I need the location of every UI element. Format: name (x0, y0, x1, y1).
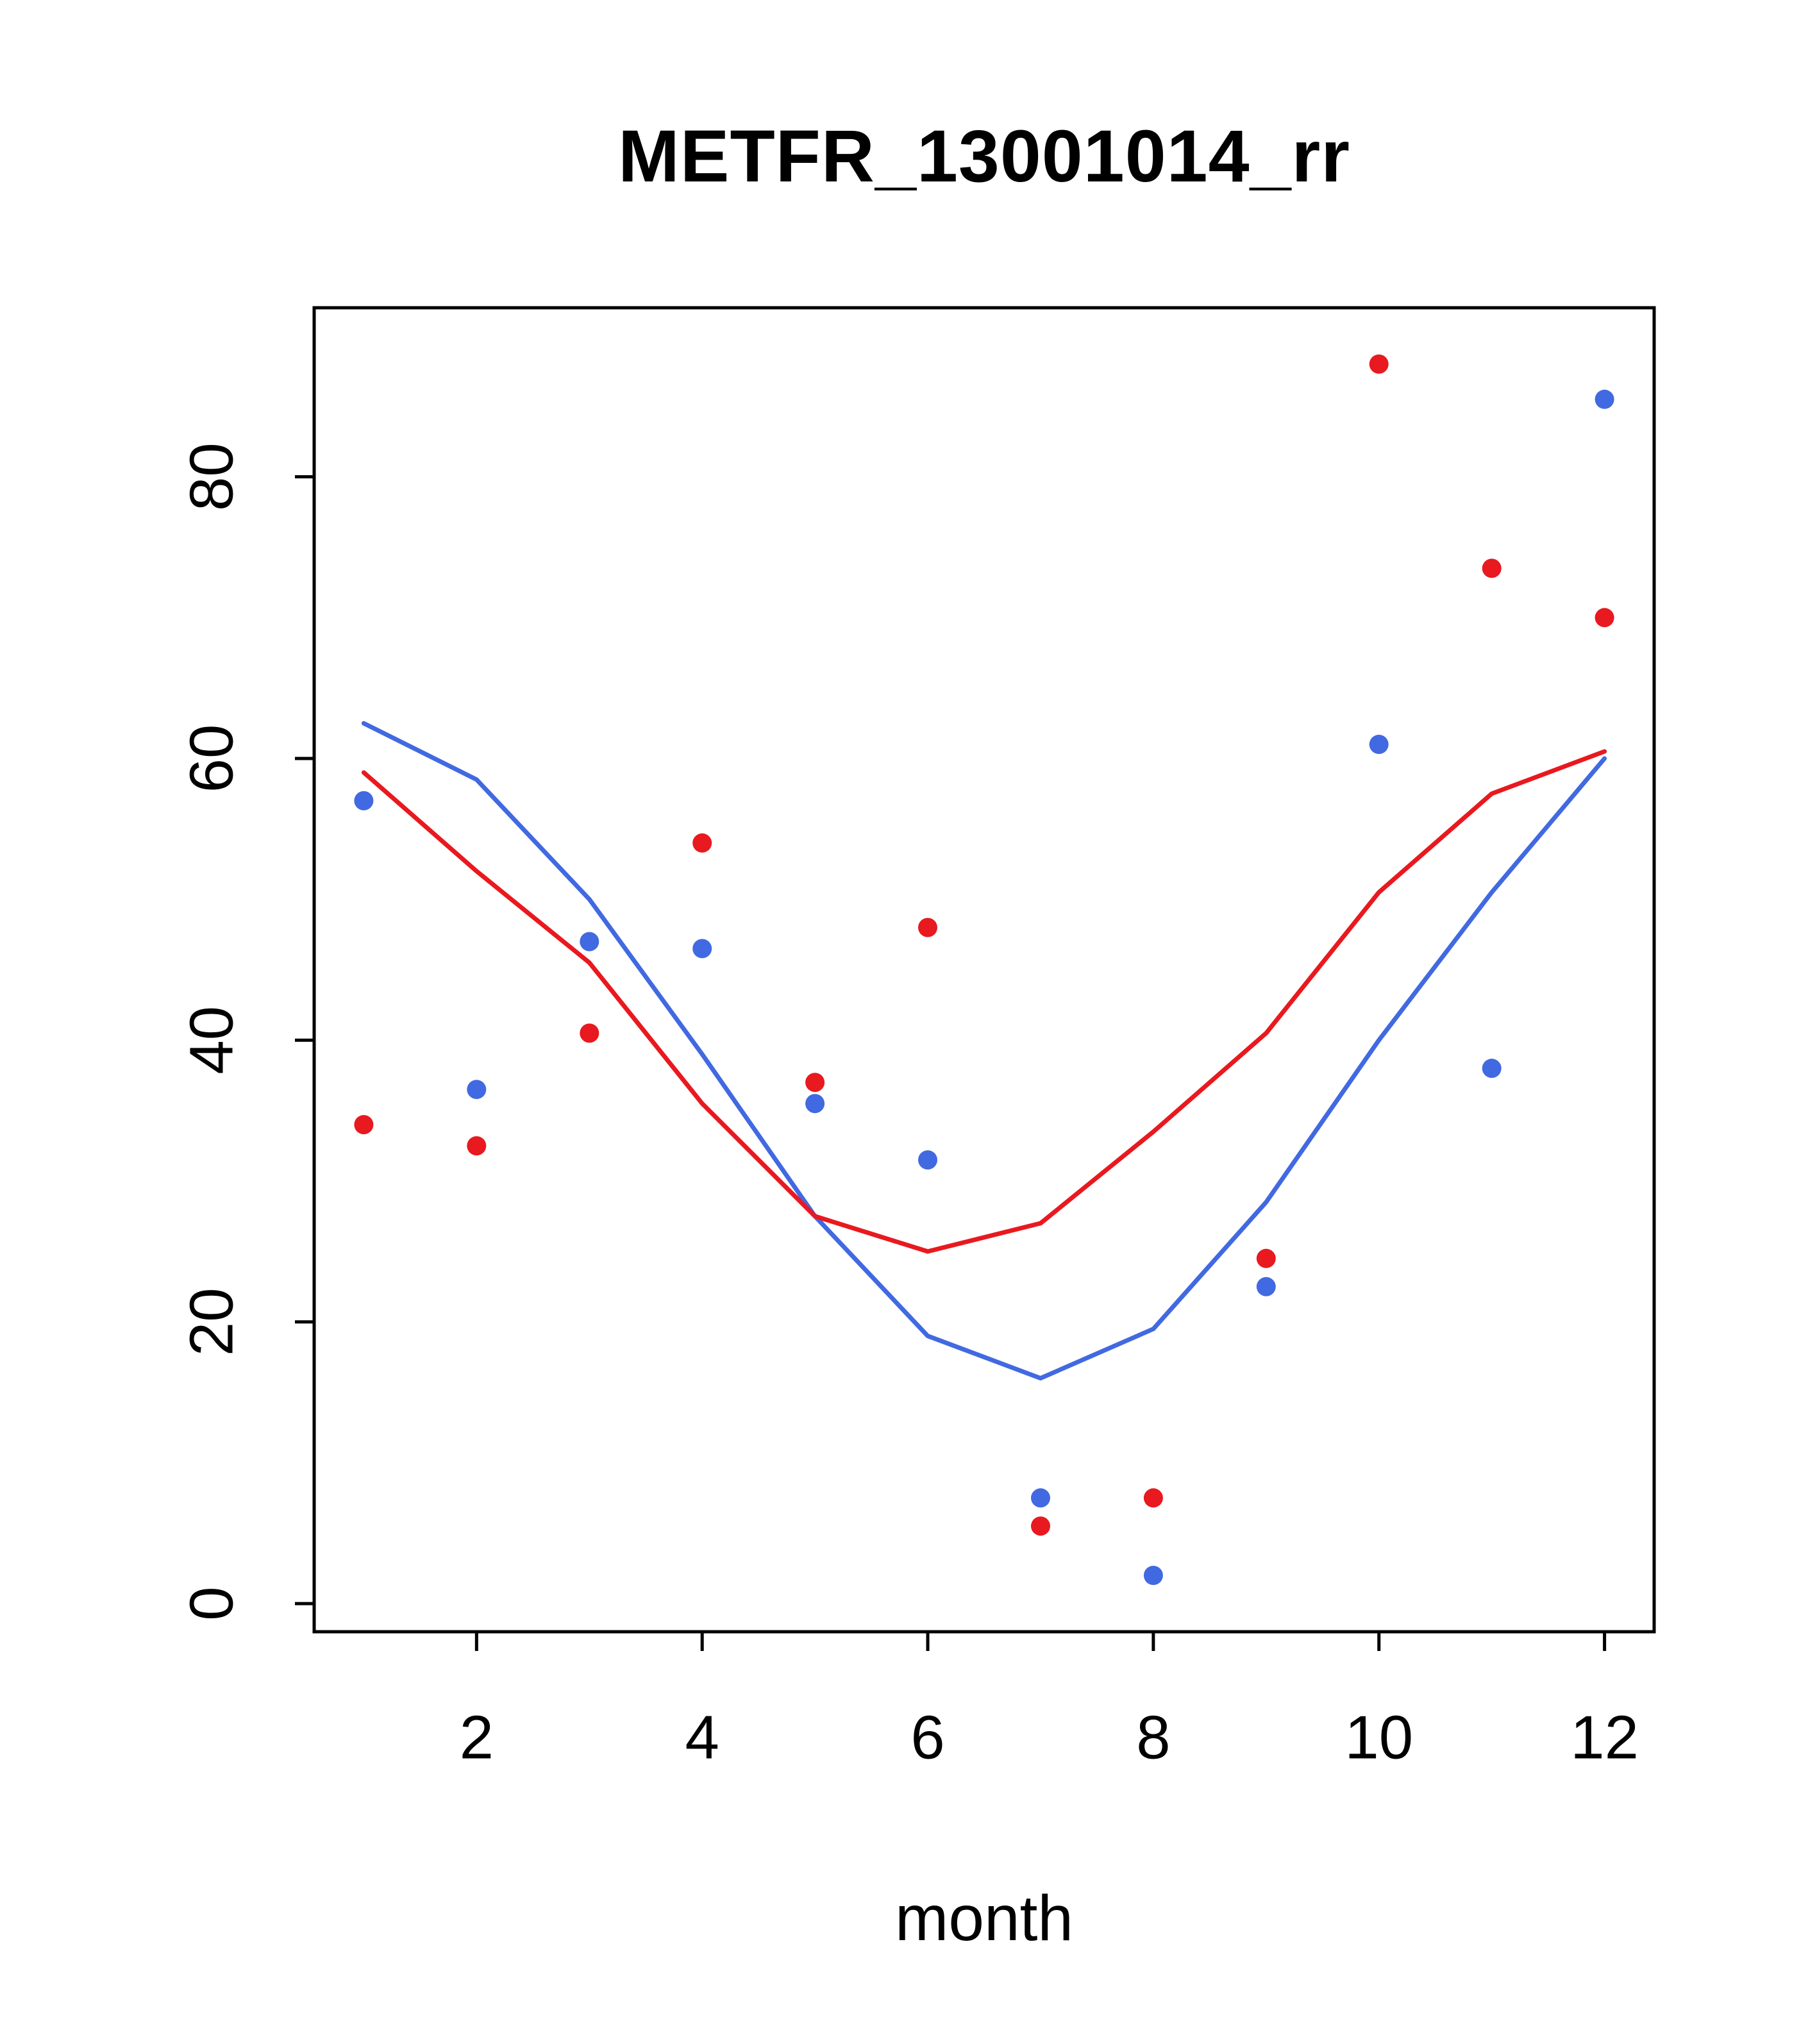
y-tick-label: 60 (178, 725, 246, 793)
red-points-marker (580, 1023, 599, 1043)
plot-box (312, 306, 1656, 1634)
x-tick-label: 4 (685, 1704, 719, 1772)
y-tick-label: 80 (178, 442, 246, 511)
x-tick-label: 12 (1570, 1704, 1639, 1772)
blue-line (361, 721, 1607, 1381)
red-points-marker (1369, 354, 1389, 374)
red-points-marker (918, 917, 937, 937)
red-line (361, 749, 1607, 1254)
red-points-marker (1143, 1488, 1163, 1508)
blue-points-marker (354, 791, 374, 810)
x-tick-label: 8 (1136, 1704, 1170, 1772)
blue-points-marker (692, 939, 712, 959)
blue-points-marker (1595, 389, 1614, 409)
x-tick-label: 2 (460, 1704, 494, 1772)
red-points-marker (692, 833, 712, 853)
red-points-marker (805, 1073, 825, 1093)
blue-points-marker (580, 932, 599, 951)
x-axis-title: month (895, 1882, 1073, 1954)
chart-title: METFR_13001014_rr (617, 115, 1351, 197)
red-points-marker (1482, 558, 1502, 578)
red-points-marker (1595, 608, 1614, 628)
red-points-marker (1256, 1248, 1276, 1268)
blue-points-marker (918, 1150, 937, 1170)
blue-points-marker (805, 1094, 825, 1114)
y-tick-label: 40 (178, 1006, 246, 1075)
blue-points-marker (467, 1080, 487, 1100)
blue-points-marker (1143, 1566, 1163, 1586)
blue-points-marker (1482, 1059, 1502, 1078)
x-tick-label: 6 (910, 1704, 944, 1772)
red-points-marker (354, 1115, 374, 1135)
x-tick-label: 10 (1344, 1704, 1413, 1772)
blue-points-marker (1256, 1277, 1276, 1296)
y-tick-label: 20 (178, 1287, 246, 1356)
y-tick-label: 0 (178, 1586, 246, 1620)
red-points-marker (1031, 1516, 1050, 1536)
red-points-marker (467, 1136, 487, 1156)
blue-points-marker (1031, 1488, 1050, 1508)
blue-points-marker (1369, 735, 1389, 754)
